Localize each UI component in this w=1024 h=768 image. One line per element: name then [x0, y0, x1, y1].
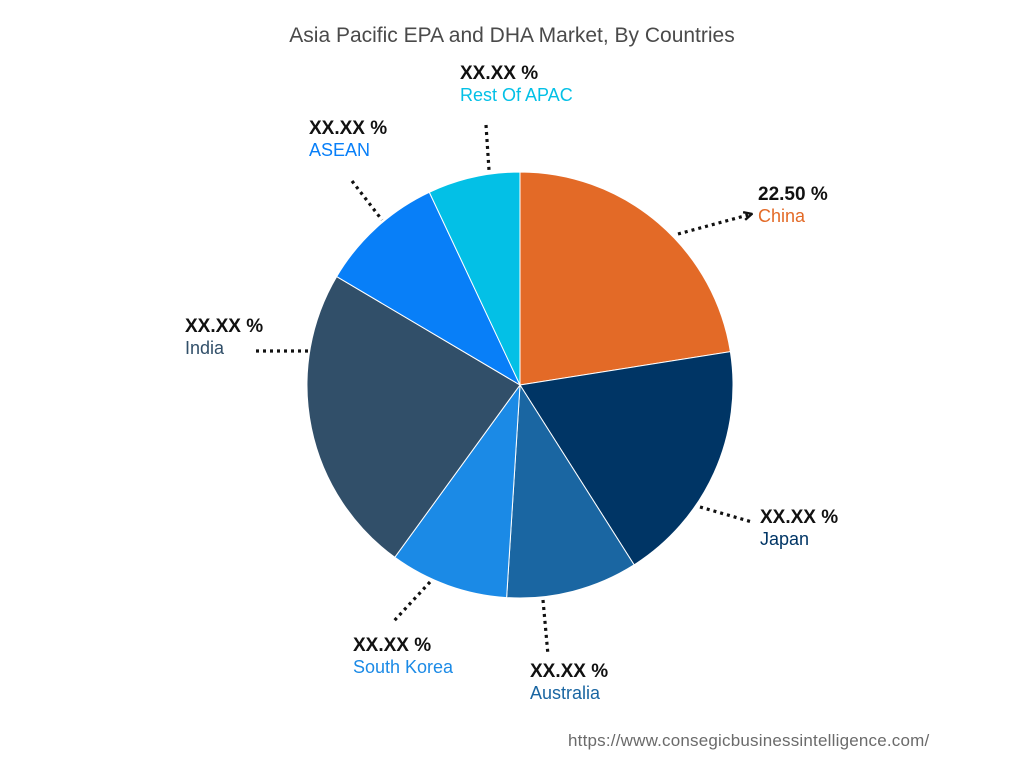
- leader-line-asean: [350, 180, 384, 221]
- value-label-india: XX.XX %: [185, 316, 264, 337]
- pie-slice-india: [306, 275, 521, 559]
- name-label-japan: Japan: [760, 528, 810, 549]
- value-label-asean: XX.XX %: [309, 118, 388, 139]
- label-japan: XX.XX % Japan: [760, 507, 838, 550]
- leader-line-japan: [699, 505, 753, 524]
- leader-line-china: [677, 215, 748, 236]
- pie-slices: [306, 171, 734, 599]
- value-label-australia: XX.XX %: [530, 661, 609, 682]
- value-label-south-korea: XX.XX %: [353, 635, 432, 656]
- pie-slice-japan: [519, 351, 734, 566]
- source-url: https://www.consegicbusinessintelligence…: [568, 731, 930, 750]
- chart-title: Asia Pacific EPA and DHA Market, By Coun…: [289, 24, 735, 47]
- label-asean: XX.XX % ASEAN: [309, 118, 387, 161]
- pie-slice-rest-of-apac: [428, 171, 521, 386]
- value-label-rest-of-apac: XX.XX %: [460, 63, 539, 84]
- label-south-korea: XX.XX % South Korea: [353, 635, 453, 678]
- name-label-rest-of-apac: Rest Of APAC: [460, 84, 573, 105]
- pie-slice-china: [519, 171, 731, 386]
- label-india: XX.XX % India: [185, 316, 263, 359]
- label-rest-of-apac: XX.XX % Rest Of APAC: [460, 63, 573, 106]
- label-australia: XX.XX % Australia: [530, 661, 608, 704]
- name-label-china: China: [758, 205, 806, 226]
- pie-slice-australia: [506, 383, 635, 599]
- value-label-japan: XX.XX %: [760, 507, 839, 528]
- name-label-south-korea: South Korea: [353, 656, 454, 677]
- leader-line-rest-of-apac: [484, 124, 491, 171]
- name-label-australia: Australia: [530, 682, 601, 703]
- name-label-asean: ASEAN: [309, 139, 371, 160]
- pie-slice-asean: [335, 191, 522, 387]
- leader-line-australia: [541, 599, 550, 656]
- value-label-china: 22.50 %: [758, 184, 828, 205]
- leader-line-south-korea: [391, 580, 432, 624]
- name-label-india: India: [185, 337, 225, 358]
- label-china: 22.50 % China: [758, 184, 828, 227]
- pie-slice-south-korea: [394, 383, 521, 599]
- leader-lines: [256, 124, 753, 656]
